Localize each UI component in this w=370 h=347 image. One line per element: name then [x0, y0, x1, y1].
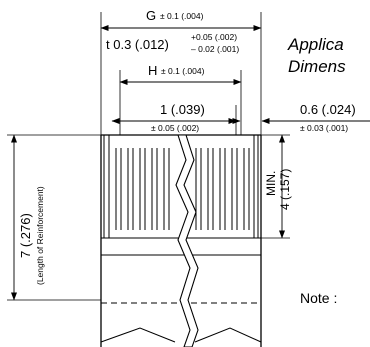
dimension-h: H ± 0.1 (.004) [119, 63, 242, 85]
dimension-t-tolerance-plus: +0.05 (.002) [191, 32, 237, 42]
dimension-t-label: t 0.3 (.012) [106, 37, 169, 52]
dimension-reinforcement-note: (Length of Reinforcement) [35, 186, 45, 285]
dimension-edge: 0.6 (.024) ± 0.03 (.001) [228, 102, 370, 133]
dimension-h-label: H [148, 63, 157, 78]
extension-lines [7, 12, 290, 301]
dimension-pitch: 1 (.039) ± 0.05 (.002) [111, 102, 237, 133]
dimension-min-label: MIN. [264, 171, 278, 196]
dimension-reinforcement-label: 7 (.276) [18, 213, 33, 258]
dimension-reinforcement: 7 (.276) (Length of Reinforcement) [11, 134, 45, 301]
dimension-t: t 0.3 (.012) +0.05 (.002) – 0.02 (.001) [106, 32, 239, 54]
dimension-min-depth: MIN. 4 (.157) [264, 134, 292, 239]
contact-fingers [103, 135, 259, 238]
dimension-g-tolerance: ± 0.1 (.004) [160, 11, 204, 21]
heading-line-1: Applica [287, 35, 344, 54]
dimension-h-tolerance: ± 0.1 (.004) [161, 66, 205, 76]
note-label: Note : [300, 290, 337, 306]
dimension-g: G ± 0.1 (.004) [100, 8, 262, 31]
bottom-chevrons [100, 327, 262, 343]
dimension-edge-label: 0.6 (.024) [300, 102, 356, 117]
heading-line-2: Dimens [288, 57, 346, 76]
dimension-t-tolerance-minus: – 0.02 (.001) [191, 44, 239, 54]
dimension-pitch-label: 1 (.039) [160, 102, 205, 117]
break-line [175, 134, 199, 347]
dimension-edge-tolerance: ± 0.03 (.001) [300, 123, 348, 133]
dimension-pitch-tolerance: ± 0.05 (.002) [151, 123, 199, 133]
dimension-g-label: G [146, 8, 156, 23]
dimension-min-value: 4 (.157) [278, 169, 292, 210]
